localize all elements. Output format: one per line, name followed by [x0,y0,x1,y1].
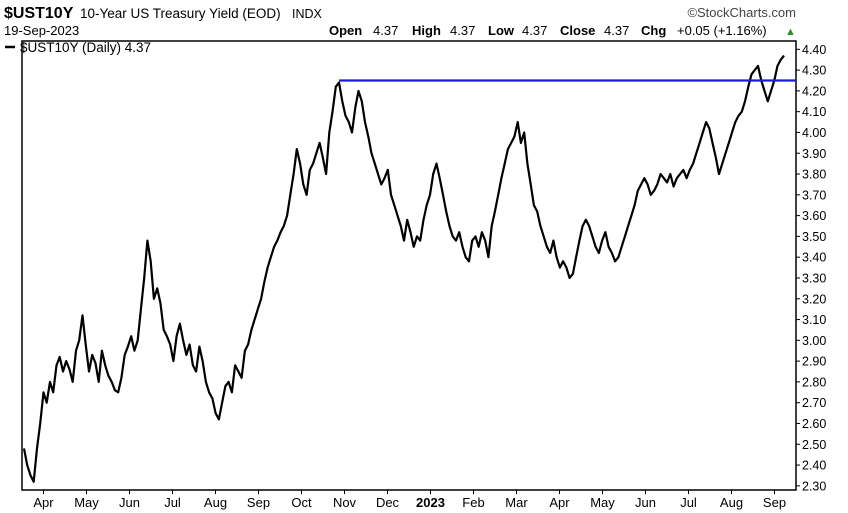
x-tick-label: Aug [720,495,743,510]
x-tick-label: Feb [462,495,484,510]
low-label: Low [488,23,515,38]
chg-value: +0.05 (+1.16%) [677,23,767,38]
y-tick-label: 4.40 [802,43,826,57]
y-tick-label: 4.00 [802,126,826,140]
high-value: 4.37 [450,23,475,38]
x-tick-label: Nov [333,495,357,510]
chg-up-arrow-icon: ▲ [785,26,796,38]
x-tick-label: Apr [33,495,54,510]
exchange-label: INDX [292,7,323,21]
close-value: 4.37 [604,23,629,38]
low-value: 4.37 [522,23,547,38]
high-label: High [412,23,441,38]
open-value: 4.37 [373,23,398,38]
y-tick-label: 4.10 [802,105,826,119]
x-tick-label: Mar [505,495,528,510]
y-tick-label: 2.70 [802,396,826,410]
x-axis: Apr May Jun Jul Aug Sep Oct Nov Dec 2023 Feb Mar Apr… [33,490,786,510]
y-tick-label: 3.70 [802,188,826,202]
watermark-label: ©StockCharts.com [687,5,796,20]
x-tick-label: May [74,495,99,510]
y-tick-label: 3.20 [802,292,826,306]
y-tick-label: 3.40 [802,251,826,265]
y-tick-label: 3.50 [802,230,826,244]
legend-label: $UST10Y (Daily) 4.37 [20,40,151,55]
y-axis: 2.30 2.40 2.50 2.60 2.70 2.80 2.90 3.00 3.10 3.20… [796,43,826,493]
y-tick-label: 4.20 [802,84,826,98]
y-tick-label: 2.30 [802,479,826,493]
y-tick-label: 3.60 [802,209,826,223]
symbol-label: $UST10Y [4,5,74,22]
x-tick-label: Apr [549,495,570,510]
y-tick-label: 2.40 [802,459,826,473]
x-tick-label: Oct [291,495,312,510]
y-tick-label: 3.30 [802,271,826,285]
chg-label: Chg [641,23,666,38]
y-tick-label: 4.30 [802,64,826,78]
y-tick-label: 3.90 [802,147,826,161]
series-line [22,54,785,483]
plot-frame [21,40,797,491]
description-label: 10-Year US Treasury Yield (EOD) [80,6,281,21]
x-tick-label: Jul [680,495,697,510]
y-tick-label: 2.80 [802,375,826,389]
plot-area[interactable] [22,54,796,483]
x-tick-label: Jun [119,495,140,510]
x-tick-label: Sep [247,495,270,510]
x-tick-label: Sep [763,495,786,510]
y-tick-label: 3.00 [802,334,826,348]
x-tick-label: Dec [376,495,400,510]
x-tick-label: Aug [204,495,227,510]
open-label: Open [329,23,362,38]
x-tick-label: May [590,495,615,510]
close-label: Close [560,23,595,38]
y-tick-label: 3.10 [802,313,826,327]
y-tick-label: 2.50 [802,438,826,452]
y-tick-label: 3.80 [802,168,826,182]
date-label: 19-Sep-2023 [4,23,79,38]
y-tick-label: 2.60 [802,417,826,431]
x-tick-label: Jul [164,495,181,510]
x-tick-label: Jun [635,495,656,510]
y-tick-label: 2.90 [802,355,826,369]
x-tick-label: 2023 [416,495,445,510]
